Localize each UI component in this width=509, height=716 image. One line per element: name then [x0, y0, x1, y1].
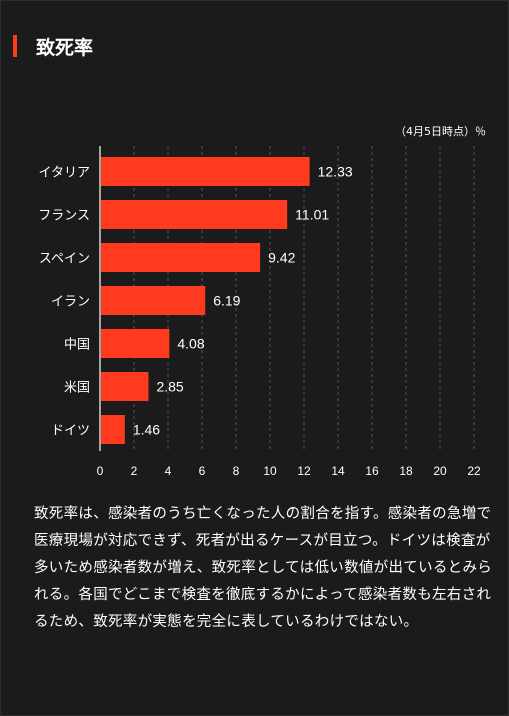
value-label: 1.46	[133, 422, 160, 438]
category-label: 中国	[64, 338, 90, 353]
x-tick-label: 4	[165, 464, 172, 478]
category-label: 米国	[64, 381, 90, 396]
x-tick-label: 8	[233, 464, 240, 478]
category-label: イタリア	[39, 166, 90, 181]
bar	[101, 372, 149, 401]
title-accent-bar	[13, 35, 17, 57]
bar-chart: 0 2 4 6 8 10 12 14 16 18 20 22 イタリア 12.33 フランス 11.01 スペ…	[38, 146, 481, 478]
value-label: 11.01	[295, 207, 329, 223]
x-tick-label: 18	[399, 464, 413, 478]
description-text: 致死率は、感染者のうち亡くなった人の割合を指す。感染者の急増で医療現場が対応でき…	[34, 506, 493, 630]
bar	[101, 329, 170, 358]
x-tick-label: 0	[97, 464, 104, 478]
x-tick-label: 6	[199, 464, 206, 478]
category-label: フランス	[38, 209, 90, 224]
x-tick-label: 16	[365, 464, 379, 478]
x-tick-label: 12	[297, 464, 311, 478]
x-tick-label: 22	[467, 464, 481, 478]
value-label: 6.19	[213, 293, 240, 309]
chart-grid	[133, 146, 475, 451]
category-label: イラン	[51, 295, 90, 310]
bar	[101, 200, 288, 229]
x-tick-label: 14	[331, 464, 345, 478]
chart-axis: 0 2 4 6 8 10 12 14 16 18 20 22	[97, 146, 481, 478]
chart-bars	[101, 157, 310, 444]
x-tick-label: 2	[131, 464, 138, 478]
category-label: ドイツ	[51, 424, 90, 439]
value-label: 12.33	[318, 164, 353, 180]
value-label: 9.42	[268, 250, 295, 266]
date-unit-note: （4月5日時点）％	[395, 125, 486, 138]
bar	[101, 286, 206, 315]
value-label: 4.08	[177, 336, 204, 352]
title-row: 致死率	[13, 33, 93, 59]
x-tick-label: 20	[433, 464, 447, 478]
category-label: スペイン	[39, 252, 90, 267]
page-title: 致死率	[36, 36, 94, 59]
chart-labels: イタリア 12.33 フランス 11.01 スペイン 9.42 イラン 6.19 中国 4.08 米…	[38, 164, 353, 439]
value-label: 2.85	[156, 379, 183, 395]
bar	[101, 415, 125, 444]
bar	[101, 243, 261, 272]
bar	[101, 157, 310, 186]
x-tick-label: 10	[263, 464, 277, 478]
